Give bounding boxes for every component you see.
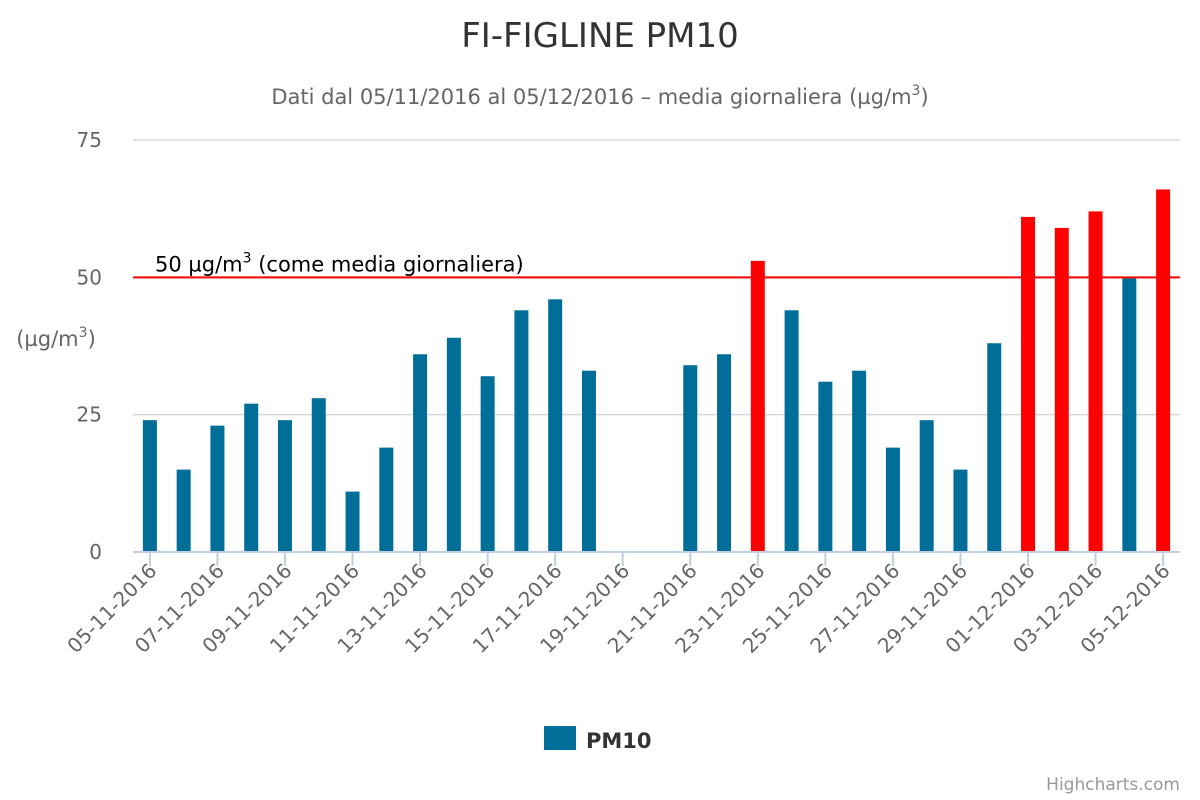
ylabel-suffix: ): [88, 327, 96, 351]
bar: [413, 354, 428, 552]
bar: [717, 354, 732, 552]
bar: [277, 420, 292, 552]
y-tick-label: 25: [77, 403, 102, 427]
threshold-label: 50 µg/m3 (come media giornaliera): [155, 250, 524, 276]
bar: [953, 469, 968, 552]
bar: [1122, 277, 1137, 552]
subtitle-suffix: ): [920, 85, 928, 109]
bar: [784, 310, 799, 552]
bar: [548, 299, 563, 552]
bar: [379, 447, 394, 552]
bar: [345, 491, 360, 552]
legend[interactable]: PM10: [544, 726, 652, 753]
chart-title: FI-FIGLINE PM10: [461, 16, 739, 56]
bar: [1021, 216, 1036, 552]
y-tick-label: 0: [89, 540, 102, 564]
bar: [852, 370, 867, 552]
subtitle-sup: 3: [912, 83, 921, 99]
subtitle-text: Dati dal 05/11/2016 al 05/12/2016 – medi…: [271, 85, 911, 109]
bar: [176, 469, 191, 552]
threshold-label-suffix: (come media giornaliera): [252, 252, 524, 276]
chart-subtitle: Dati dal 05/11/2016 al 05/12/2016 – medi…: [271, 83, 928, 109]
bar: [581, 370, 596, 552]
y-tick-label: 75: [77, 128, 102, 152]
y-axis-ticks: 0 25 50 75: [77, 128, 102, 564]
bar: [480, 376, 495, 552]
bar: [311, 398, 326, 552]
bar: [210, 425, 225, 552]
bar: [142, 420, 157, 552]
legend-swatch: [544, 726, 576, 750]
y-tick-label: 50: [77, 265, 102, 289]
x-axis-ticks: 05-11-201607-11-201609-11-201611-11-2016…: [62, 552, 1175, 658]
bar: [1088, 211, 1103, 552]
bar: [244, 403, 259, 552]
bar: [1156, 189, 1171, 552]
bar: [987, 343, 1002, 552]
bar: [1054, 227, 1069, 553]
bar: [514, 310, 529, 552]
credits-link[interactable]: Highcharts.com: [1046, 775, 1180, 795]
threshold-label-text: 50 µg/m: [155, 252, 243, 276]
y-axis-label: (µg/m3): [16, 325, 96, 351]
bar: [683, 365, 698, 552]
bar: [919, 420, 934, 552]
ylabel-sup: 3: [79, 325, 88, 341]
bar-series: [142, 189, 1171, 553]
threshold-label-sup: 3: [243, 250, 252, 266]
bar: [446, 337, 461, 552]
legend-label: PM10: [586, 729, 652, 753]
ylabel-text: (µg/m: [16, 327, 78, 351]
bar: [750, 260, 765, 552]
bar: [818, 381, 833, 552]
bar: [885, 447, 900, 552]
